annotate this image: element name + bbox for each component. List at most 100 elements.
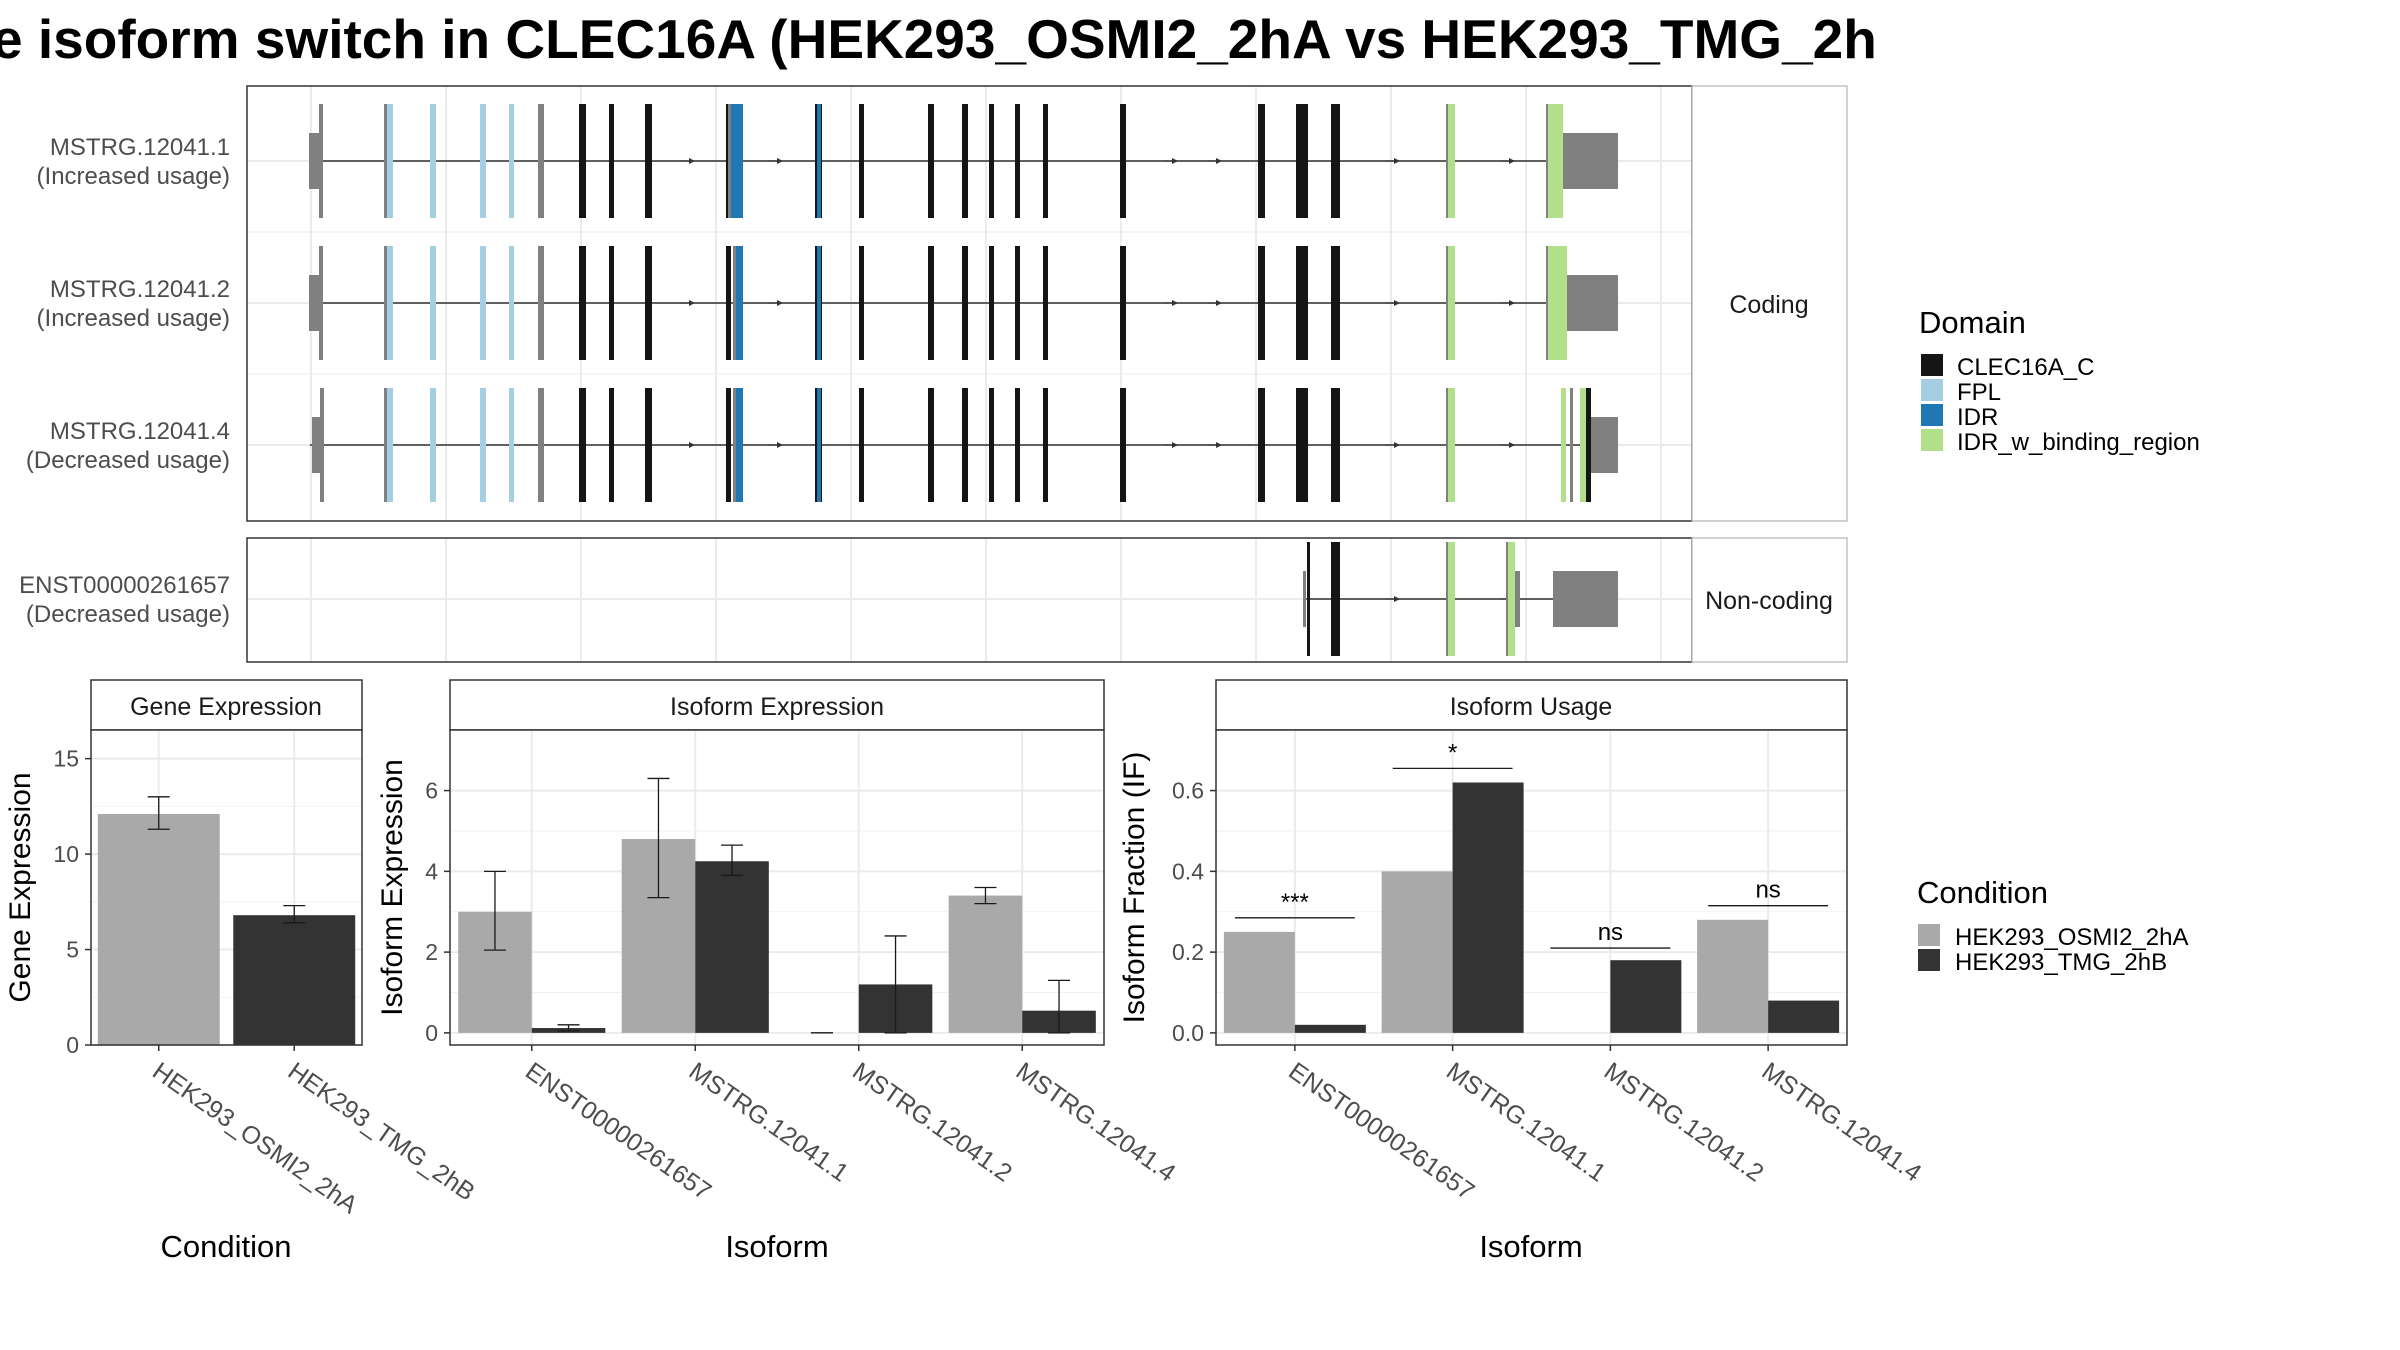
isoform-label-id: MSTRG.12041.1 <box>50 134 230 161</box>
figure-title: e isoform switch in CLEC16A (HEK293_OSMI… <box>0 8 1877 70</box>
significance-label: *** <box>1281 889 1309 916</box>
isoform-track-mstrg-12041-1 <box>309 104 1618 218</box>
isoform-label-usage: (Decreased usage) <box>26 601 230 628</box>
domain-legend-title: Domain <box>1919 305 2026 340</box>
bar <box>1768 1000 1840 1033</box>
y-tick-label: 5 <box>66 937 79 963</box>
legend-label-hek293-osmi2-2ha: HEK293_OSMI2_2hA <box>1955 924 2188 951</box>
domain-idr-w-binding-region <box>1448 388 1586 502</box>
bar <box>1381 871 1453 1033</box>
utr-exons <box>1303 571 1618 627</box>
y-axis-title: Isoform Fraction (IF) <box>1118 752 1151 1024</box>
domain-idr-w-binding-region <box>1448 542 1515 656</box>
y-tick-label: 15 <box>53 746 79 772</box>
utr-exons <box>309 104 1618 218</box>
exon-borders <box>384 246 1548 360</box>
domain-legend: Domain CLEC16A_C FPL IDR IDR_w_binding_r… <box>1919 305 2200 456</box>
domain-fpl <box>386 104 514 218</box>
domain-clec16a-c <box>1307 542 1340 656</box>
y-axis-title: Isoform Expression <box>376 759 409 1016</box>
plot-frame <box>90 729 363 1046</box>
x-tick-label: MSTRG.12041.2 <box>1599 1057 1769 1188</box>
x-tick-label: MSTRG.12041.2 <box>847 1057 1017 1188</box>
bar-panel-2: Isoform Expression0246ENST00000261657MST… <box>376 679 1181 1264</box>
bar <box>1697 919 1769 1033</box>
bar <box>948 895 1023 1033</box>
y-tick-label: 2 <box>425 939 438 965</box>
utr-exons <box>312 388 1618 502</box>
domain-clec16a-c <box>579 388 1591 502</box>
condition-legend: Condition HEK293_OSMI2_2hA HEK293_TMG_2h… <box>1917 875 2188 976</box>
legend-key-idr-w-binding-region <box>1921 429 1943 451</box>
domain-idr <box>731 104 821 218</box>
noncoding-strip <box>1691 537 1848 663</box>
significance-label: ns <box>1755 877 1780 904</box>
bar <box>695 861 769 1033</box>
isoform-track-mstrg-12041-4 <box>310 388 1618 502</box>
panel-strip <box>90 679 363 731</box>
isoform-label-usage: (Increased usage) <box>37 305 230 332</box>
exon-borders <box>384 388 1448 502</box>
isoform-label-id: MSTRG.12041.2 <box>50 276 230 303</box>
bar <box>1294 1024 1366 1033</box>
bar <box>1452 782 1524 1033</box>
bar-chart-panels: Gene Expression051015HEK293_OSMI2_2hAHEK… <box>4 679 1927 1264</box>
plot-frame <box>1215 729 1848 1046</box>
bar-panel-3: Isoform Usage****nsns0.00.20.40.6ENST000… <box>1118 679 1927 1264</box>
legend-label-fpl: FPL <box>1957 379 2001 406</box>
panel-strip <box>449 679 1105 731</box>
domain-fpl <box>386 388 514 502</box>
y-tick-label: 10 <box>53 841 79 867</box>
y-tick-label: 4 <box>425 858 438 884</box>
isoform-track-enst00000261657 <box>1303 542 1618 656</box>
coding-strip <box>1691 85 1848 522</box>
y-tick-label: 0.0 <box>1172 1020 1204 1046</box>
bar <box>1610 960 1682 1033</box>
x-axis-title: Isoform <box>1479 1229 1582 1264</box>
panel-strip <box>1215 679 1848 731</box>
transcript-structure-panel: Coding Non-coding <box>19 85 1848 663</box>
y-axis-title: Gene Expression <box>4 772 37 1002</box>
legend-key-fpl <box>1921 379 1943 401</box>
x-tick-label: MSTRG.12041.1 <box>1441 1057 1611 1188</box>
x-tick-label: MSTRG.12041.4 <box>1757 1057 1927 1188</box>
isoform-label-id: ENST00000261657 <box>19 572 230 599</box>
panel-title: Isoform Usage <box>1450 693 1613 721</box>
legend-label-idr-w-binding-region: IDR_w_binding_region <box>1957 429 2200 456</box>
isoform-label-usage: (Decreased usage) <box>26 447 230 474</box>
condition-legend-title: Condition <box>1917 875 2048 910</box>
isoform-label-id: MSTRG.12041.4 <box>50 418 230 445</box>
isoform-track-mstrg-12041-2 <box>309 246 1618 360</box>
y-tick-label: 0 <box>66 1032 79 1058</box>
x-axis-title: Condition <box>161 1229 292 1264</box>
significance-label: * <box>1448 739 1457 766</box>
x-axis-title: Isoform <box>725 1229 828 1264</box>
y-tick-label: 0.6 <box>1172 778 1204 804</box>
y-tick-label: 6 <box>425 778 438 804</box>
x-tick-label: MSTRG.12041.1 <box>684 1057 854 1188</box>
plot-frame <box>449 729 1105 1046</box>
domain-idr-w-binding-region <box>1448 104 1563 218</box>
legend-label-clec16a-c: CLEC16A_C <box>1957 354 2094 381</box>
significance-label: ns <box>1598 919 1623 946</box>
x-tick-label: MSTRG.12041.4 <box>1011 1057 1181 1188</box>
legend-key-hek293-osmi2-2ha <box>1918 924 1940 946</box>
exon-borders <box>384 104 1548 218</box>
bar <box>233 915 356 1045</box>
y-tick-label: 0.2 <box>1172 939 1204 965</box>
panel-title: Gene Expression <box>130 693 322 721</box>
legend-label-hek293-tmg-2hb: HEK293_TMG_2hB <box>1955 949 2167 976</box>
y-tick-label: 0 <box>425 1020 438 1046</box>
isoform-labels: MSTRG.12041.1 (Increased usage) MSTRG.12… <box>19 134 230 628</box>
domain-idr-w-binding-region <box>1448 246 1567 360</box>
legend-label-idr: IDR <box>1957 404 1998 431</box>
exon-borders <box>1446 542 1508 656</box>
legend-key-hek293-tmg-2hb <box>1918 949 1940 971</box>
legend-key-idr <box>1921 404 1943 426</box>
strip-label-non-coding: Non-coding <box>1705 587 1833 615</box>
domain-idr <box>736 246 821 360</box>
utr-exons <box>309 246 1618 360</box>
isoform-label-usage: (Increased usage) <box>37 163 230 190</box>
bar <box>1223 931 1295 1033</box>
